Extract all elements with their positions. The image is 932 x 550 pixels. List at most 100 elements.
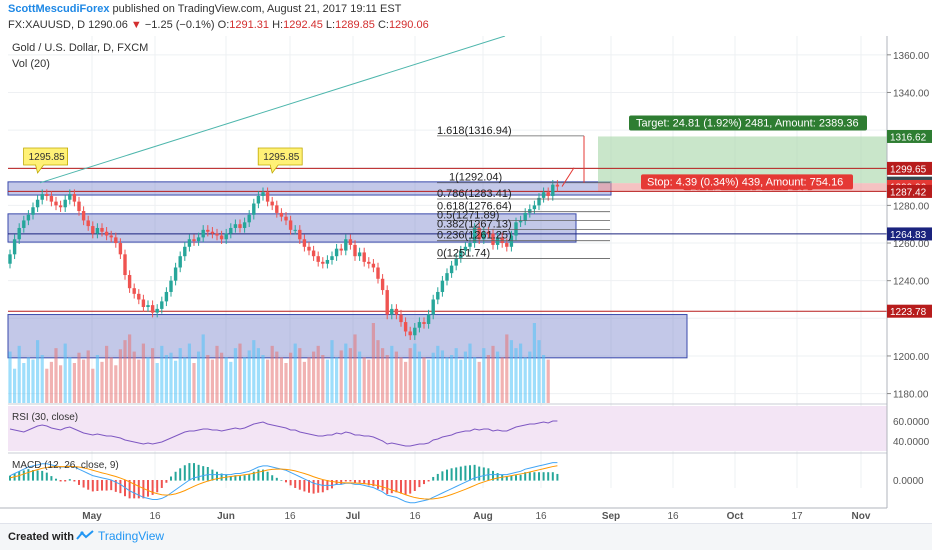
chart-canvas[interactable]: Target: 24.81 (1.92%) 2481, Amount: 2389… (0, 36, 932, 523)
symbol-label: FX:XAUUSD, D (8, 19, 86, 31)
volume-bar (284, 363, 288, 403)
price-callout: 1295.85 (257, 147, 303, 174)
candle-body (63, 199, 67, 208)
candle (449, 260, 454, 278)
volume-bar (505, 334, 509, 403)
high-value: 1292.45 (283, 19, 323, 31)
candle (270, 196, 274, 211)
candle (219, 230, 224, 244)
candle (35, 195, 40, 212)
candle-body (123, 254, 127, 276)
candle-body (45, 194, 49, 196)
candle-body (164, 291, 169, 302)
candle-body (500, 237, 504, 244)
volume-bar (496, 351, 500, 403)
volume-bar (546, 359, 550, 403)
candle-body (95, 227, 100, 234)
candle-body (486, 231, 491, 234)
price-tick-label: 1200.00 (893, 352, 930, 363)
tradingview-brand[interactable]: TradingView (76, 529, 164, 543)
candle-body (528, 209, 532, 213)
candle-body (307, 246, 311, 251)
volume-bar (82, 359, 86, 403)
price-tick-label: 1240.00 (893, 277, 930, 288)
projection-arrow (561, 167, 575, 187)
candle-body (12, 239, 17, 255)
volume-bar (514, 348, 518, 403)
volume-bar (473, 357, 477, 403)
volume-bar (146, 357, 150, 403)
candle-body (261, 192, 265, 196)
fib-label: 0(1251.74) (437, 248, 490, 260)
candle (284, 211, 288, 226)
price-axis-marker-text: 1287.42 (890, 187, 927, 198)
callout-text: 1295.85 (29, 152, 66, 163)
candle (334, 243, 339, 261)
candle (201, 225, 205, 243)
volume-bar (261, 355, 265, 403)
candle-body (537, 197, 541, 206)
candle-body (35, 199, 40, 208)
candle-body (81, 211, 86, 221)
candle-body (334, 248, 339, 257)
volume-bar (59, 365, 63, 403)
volume-bar (275, 351, 279, 403)
candle-body (160, 301, 164, 309)
volume-bar (77, 352, 81, 403)
candle (22, 215, 26, 233)
volume-bar (169, 352, 173, 403)
candle-body (463, 246, 468, 251)
candle (77, 196, 81, 216)
volume-bar (114, 365, 118, 403)
candle-body (252, 203, 256, 215)
volume-layer (8, 323, 550, 403)
candle-body (518, 220, 523, 223)
author-link[interactable]: ScottMescudiForex (8, 3, 110, 15)
position-tool[interactable]: Target: 24.81 (1.92%) 2481, Amount: 2389… (598, 115, 887, 200)
candle-body (100, 227, 104, 232)
volume-bar (128, 334, 132, 403)
candle-body (219, 235, 224, 240)
stop-label-bg (641, 174, 853, 190)
candle (40, 189, 44, 205)
candle (261, 187, 265, 201)
candle (118, 238, 123, 260)
candle-body (532, 205, 537, 210)
volume-bar (316, 345, 320, 403)
open-value: 1291.31 (229, 19, 270, 31)
target-label-text: Target: 24.81 (1.92%) 2481, Amount: 2389… (636, 117, 859, 129)
candle-body (49, 195, 54, 202)
price-axis[interactable]: 1180.001200.001240.001260.001280.001300.… (886, 36, 932, 508)
candle-body (265, 192, 270, 202)
volume-bar (123, 340, 127, 403)
time-axis[interactable]: May 16 Jun 16 Jul 16 Aug 16 Sep 16 Oct 17 Nov (0, 507, 887, 522)
candle (178, 251, 182, 273)
trend-line (39, 36, 506, 184)
candle-body (233, 224, 238, 228)
volume-bar (367, 359, 371, 403)
candle-body (215, 233, 219, 236)
chart-header: ScottMescudiForex published on TradingVi… (0, 0, 932, 36)
volume-bar (141, 343, 145, 403)
candle (265, 187, 270, 207)
volume-bar (491, 345, 495, 403)
candle (408, 326, 412, 340)
volume-bar (49, 361, 53, 403)
time-tick-label: 16 (667, 511, 679, 522)
price-axis-marker: 1287.42 (887, 184, 932, 198)
candle (551, 179, 555, 201)
price-axis-bg (887, 36, 932, 508)
footer: Created with TradingView (0, 523, 932, 550)
candle-body (514, 222, 518, 236)
macd-tick-label: 0.0000 (893, 476, 924, 487)
time-tick-label: Nov (852, 511, 871, 522)
change-arrow-icon: ▼ (130, 19, 142, 31)
volume-bar (537, 340, 541, 403)
volume-bar (178, 348, 182, 403)
volume-bar (26, 357, 30, 403)
price-axis-marker-bg (887, 304, 932, 318)
volume-bar (243, 357, 247, 403)
close-label: C: (377, 19, 389, 31)
candle-body (288, 220, 293, 230)
candle-body (86, 220, 90, 227)
